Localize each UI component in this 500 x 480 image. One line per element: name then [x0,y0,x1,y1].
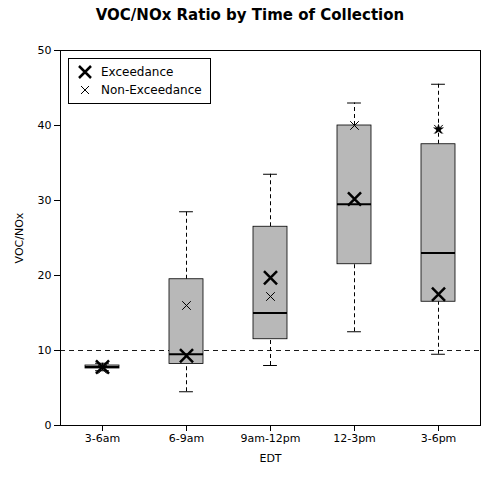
svg-text:3-6am: 3-6am [85,432,120,445]
html-text:Exceedance: Exceedance [101,65,174,79]
html-text:VOC/NOx Ratio by Time of Colle: VOC/NOx Ratio by Time of Collection [95,6,405,24]
html-text:Non-Exceedance: Non-Exceedance [101,83,202,97]
svg-text:30: 30 [38,194,52,207]
svg-text:6-9am: 6-9am [169,432,204,445]
svg-text:12-3pm: 12-3pm [333,432,376,445]
svg-text:0: 0 [45,419,52,432]
svg-text:20: 20 [38,269,52,282]
svg-text:VOC/NOx: VOC/NOx [13,212,26,263]
svg-text:40: 40 [38,119,52,132]
svg-text:EDT: EDT [259,452,281,465]
svg-text:50: 50 [38,44,52,57]
svg-text:3-6pm: 3-6pm [421,432,457,445]
svg-text:9am-12pm: 9am-12pm [240,432,300,445]
svg-text:10: 10 [38,344,52,357]
